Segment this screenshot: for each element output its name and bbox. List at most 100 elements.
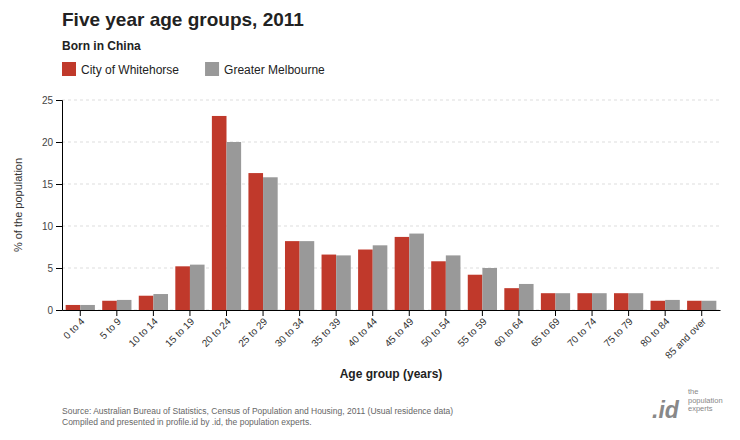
- y-tick-mark: [56, 226, 62, 227]
- grid-line: [62, 184, 720, 185]
- y-tick: 15: [42, 179, 62, 190]
- x-tick-mark: [226, 310, 227, 316]
- bar: [336, 255, 351, 310]
- grid-line: [62, 268, 720, 269]
- bar: [80, 305, 95, 310]
- x-tick-mark: [153, 310, 154, 316]
- y-tick-label: 5: [47, 263, 53, 274]
- bar: [66, 305, 81, 310]
- source-line: Source: Australian Bureau of Statistics,…: [62, 406, 453, 416]
- bar: [263, 177, 278, 310]
- legend-item: Greater Melbourne: [205, 62, 325, 77]
- bar: [358, 250, 373, 310]
- bar: [322, 255, 337, 310]
- legend-swatch: [205, 62, 219, 76]
- subtitle: Born in China: [62, 39, 141, 53]
- x-tick-label: 80 to 84: [638, 315, 672, 349]
- x-tick-mark: [592, 310, 593, 316]
- bars: [66, 116, 717, 310]
- x-tick-mark: [701, 310, 702, 316]
- y-tick-mark: [56, 142, 62, 143]
- bar: [431, 261, 446, 310]
- y-axis-line: [56, 101, 63, 311]
- x-tick-mark: [665, 310, 666, 316]
- bar: [373, 245, 388, 310]
- legend: City of Whitehorse Greater Melbourne: [62, 62, 325, 77]
- grid-line: [62, 226, 720, 227]
- x-tick: 80 to 84: [638, 310, 672, 349]
- grid-line: [62, 142, 720, 143]
- x-tick-label: 70 to 74: [565, 315, 599, 349]
- y-tick: 0: [47, 305, 62, 316]
- x-tick-label: 50 to 54: [419, 315, 453, 349]
- bar: [190, 265, 205, 310]
- chart: Five year age groups, 2011Born in ChinaC…: [0, 0, 740, 440]
- x-tick: 40 to 44: [346, 310, 380, 349]
- x-tick-label: 75 to 79: [602, 315, 636, 349]
- x-tick-label: 25 to 29: [236, 315, 270, 349]
- source: Source: Australian Bureau of Statistics,…: [62, 406, 453, 427]
- bar: [300, 241, 315, 310]
- bar: [285, 241, 300, 310]
- bar: [102, 301, 117, 310]
- x-tick-label: 10 to 14: [126, 315, 160, 349]
- y-tick: 10: [42, 221, 62, 232]
- bar: [409, 234, 424, 310]
- x-tick-mark: [445, 310, 446, 316]
- annotation: thepopulationexperts: [688, 387, 723, 413]
- bar: [556, 293, 571, 310]
- x-tick: 85 and over: [663, 310, 709, 361]
- bar: [629, 293, 644, 310]
- bar: [482, 268, 497, 310]
- plot: 0 to 45 to 910 to 1415 to 1920 to 2425 t…: [12, 95, 721, 381]
- bar: [702, 301, 717, 310]
- annotation: .id: [652, 397, 680, 423]
- bar: [614, 293, 629, 310]
- x-tick: 60 to 64: [492, 310, 526, 349]
- x-tick-mark: [518, 310, 519, 316]
- x-axis-line: [63, 310, 721, 311]
- bar: [665, 300, 680, 310]
- bar: [541, 293, 556, 310]
- x-tick-label: 65 to 69: [529, 315, 563, 349]
- bar: [227, 142, 242, 310]
- bar: [577, 293, 592, 310]
- x-tick-label: 45 to 49: [382, 315, 416, 349]
- bar: [153, 294, 168, 310]
- x-tick-label: 85 and over: [663, 315, 709, 361]
- x-tick-label: 55 to 59: [455, 315, 489, 349]
- y-axis: 0 5 10 15 20 25: [42, 95, 63, 316]
- y-tick-mark: [56, 310, 62, 311]
- y-tick: 5: [47, 263, 62, 274]
- x-tick-label: 60 to 64: [492, 315, 526, 349]
- x-tick: 15 to 19: [163, 310, 197, 349]
- bar: [395, 237, 410, 310]
- x-axis-title: Age group (years): [340, 367, 443, 381]
- x-tick: 75 to 79: [602, 310, 636, 349]
- x-tick-mark: [409, 310, 410, 316]
- x-tick-label: 30 to 34: [273, 315, 307, 349]
- y-tick-label: 15: [42, 179, 54, 190]
- bar: [468, 275, 483, 310]
- bar: [212, 116, 227, 310]
- x-tick: 50 to 54: [419, 310, 453, 349]
- y-tick-mark: [56, 268, 62, 269]
- x-tick: 10 to 14: [126, 310, 160, 349]
- y-tick-label: 25: [42, 95, 54, 106]
- bar: [139, 296, 154, 310]
- bar: [446, 255, 461, 310]
- y-tick: 25: [42, 95, 62, 106]
- x-tick: 55 to 59: [455, 310, 489, 349]
- legend-label: City of Whitehorse: [81, 63, 179, 77]
- bar: [175, 266, 190, 310]
- bar: [592, 293, 607, 310]
- y-tick-label: 20: [42, 137, 54, 148]
- legend-label: Greater Melbourne: [224, 63, 325, 77]
- bar: [117, 300, 132, 310]
- x-tick-mark: [80, 310, 81, 316]
- x-tick-label: 40 to 44: [346, 315, 380, 349]
- x-tick-label: 20 to 24: [200, 315, 234, 349]
- x-tick: 20 to 24: [200, 310, 234, 349]
- x-tick-mark: [189, 310, 190, 316]
- x-tick: 70 to 74: [565, 310, 599, 349]
